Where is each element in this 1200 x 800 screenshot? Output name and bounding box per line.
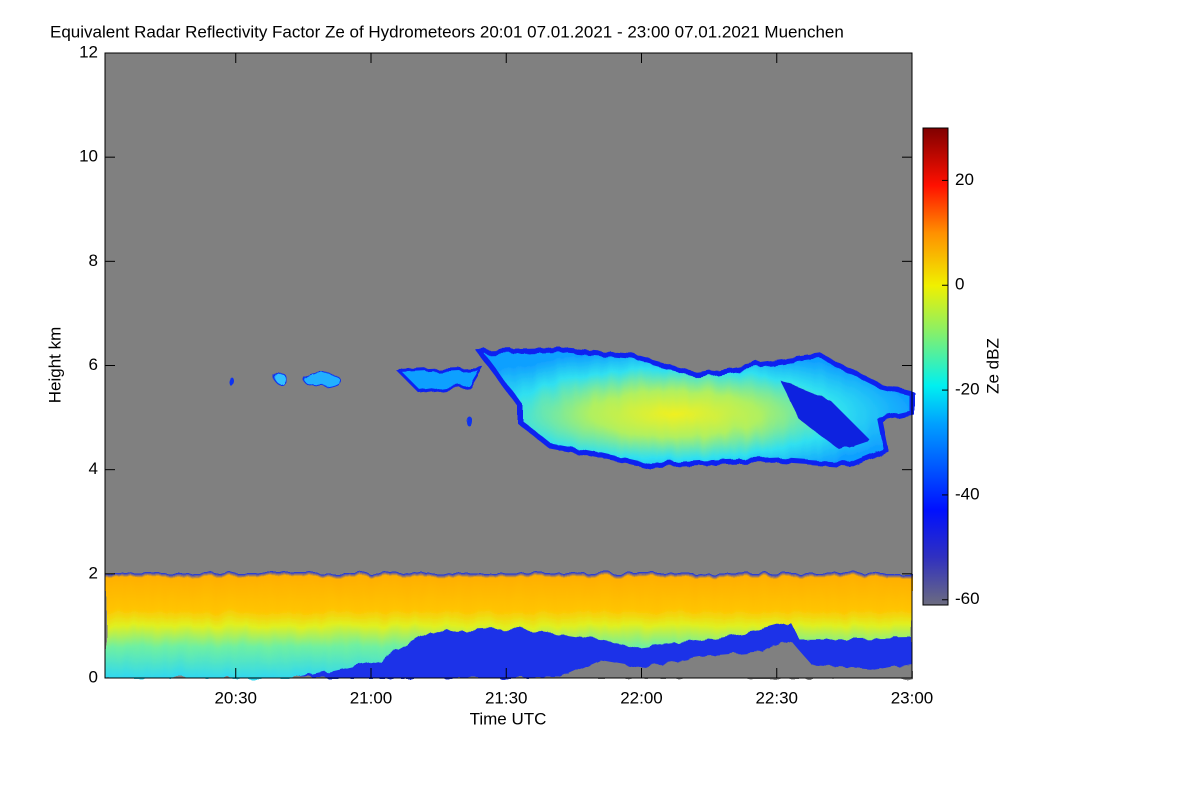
colorbar-tick-label: -60 [955,589,980,608]
x-tick-label: 22:00 [620,688,663,707]
x-axis-title: Time UTC [470,709,547,728]
echo-blob [274,371,286,385]
x-tick-label: 22:30 [755,688,798,707]
echo-blob [303,372,341,388]
reflectivity-field [105,347,915,678]
y-tick-label: 0 [89,667,98,686]
y-tick-label: 8 [89,251,98,270]
colorbar-tick-label: 20 [955,170,974,189]
x-tick-label: 20:30 [214,688,257,707]
cloud-echo [475,347,915,469]
x-tick-label: 23:00 [891,688,934,707]
x-tick-label: 21:00 [350,688,393,707]
colorbar-tick-label: -40 [955,484,980,503]
y-axis-title: Height km [45,327,64,404]
colorbar [922,127,949,606]
y-tick-label: 6 [89,355,98,374]
colorbar-tick-label: -20 [955,380,980,399]
x-tick-label: 21:30 [485,688,528,707]
y-tick-label: 2 [89,563,98,582]
y-tick-label: 10 [79,147,98,166]
weak-echo [780,380,870,450]
no-echo [560,640,912,678]
colorbar-title: Ze dBZ [983,338,1002,394]
cloud-echo [396,366,483,394]
colorbar-tick-label: 0 [955,275,964,294]
echo-blob [465,415,471,425]
echo-blob [229,378,235,386]
y-tick-label: 4 [89,459,98,478]
chart-title: Equivalent Radar Reflectivity Factor Ze … [50,22,844,41]
y-tick-label: 12 [79,42,98,61]
